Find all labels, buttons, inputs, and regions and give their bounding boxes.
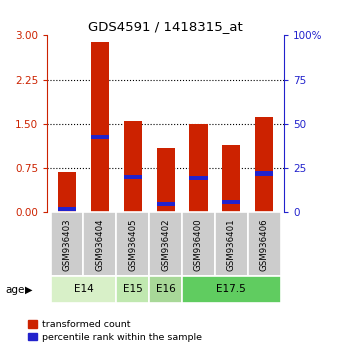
Bar — [51, 212, 83, 276]
Text: GSM936401: GSM936401 — [227, 218, 236, 270]
Text: GSM936404: GSM936404 — [95, 218, 104, 270]
Bar — [149, 212, 182, 276]
Text: GSM936406: GSM936406 — [260, 218, 269, 270]
Legend: transformed count, percentile rank within the sample: transformed count, percentile rank withi… — [28, 320, 201, 342]
Bar — [124, 121, 142, 212]
Bar — [182, 212, 215, 276]
Bar — [91, 135, 109, 139]
Text: GSM936405: GSM936405 — [128, 218, 137, 270]
Text: GSM936403: GSM936403 — [63, 218, 72, 270]
Title: GDS4591 / 1418315_at: GDS4591 / 1418315_at — [88, 20, 243, 33]
Bar — [189, 124, 208, 212]
Bar — [116, 212, 149, 276]
Text: GSM936402: GSM936402 — [161, 218, 170, 270]
Bar — [149, 276, 182, 303]
Text: E17.5: E17.5 — [216, 284, 246, 295]
Bar — [215, 212, 248, 276]
Bar — [189, 176, 208, 180]
Bar — [156, 148, 175, 212]
Bar — [51, 276, 116, 303]
Bar — [91, 42, 109, 212]
Text: ▶: ▶ — [25, 285, 32, 295]
Bar — [182, 276, 281, 303]
Bar — [248, 212, 281, 276]
Bar — [255, 171, 273, 176]
Bar — [255, 117, 273, 212]
Bar — [58, 206, 76, 211]
Text: age: age — [5, 285, 24, 295]
Text: E16: E16 — [156, 284, 175, 295]
Bar — [156, 202, 175, 206]
Text: E15: E15 — [123, 284, 143, 295]
Bar — [124, 175, 142, 179]
Bar — [116, 276, 149, 303]
Bar — [222, 200, 240, 205]
Bar — [83, 212, 116, 276]
Text: GSM936400: GSM936400 — [194, 218, 203, 270]
Bar — [58, 172, 76, 212]
Bar — [222, 144, 240, 212]
Text: E14: E14 — [74, 284, 93, 295]
